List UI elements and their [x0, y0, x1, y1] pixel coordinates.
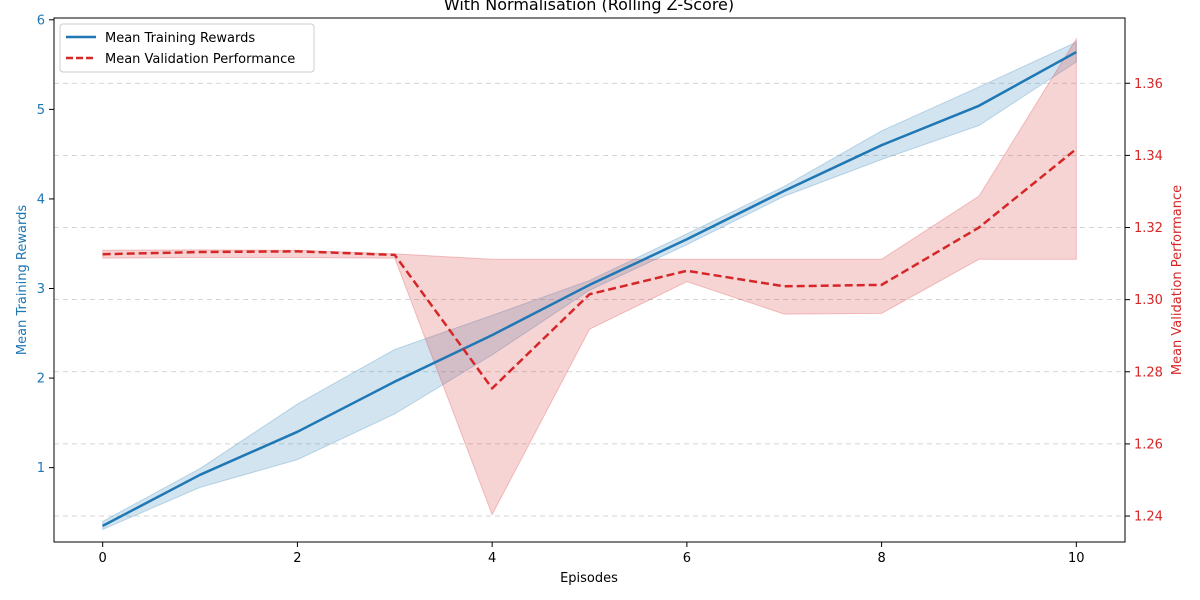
- grid-layer: [54, 82, 1125, 517]
- legend-box: [59, 23, 315, 73]
- y-left-tick-label-2: 3: [37, 282, 45, 297]
- legend: Mean Training Rewards Mean Validation Pe…: [59, 23, 315, 73]
- y-right-tick-label-0: 1.24: [1134, 510, 1163, 525]
- x-tick-label-1: 2: [293, 551, 301, 566]
- legend-label-validation: Mean Validation Performance: [105, 52, 295, 67]
- series-line-1: [102, 147, 1078, 390]
- series-line-0: [102, 50, 1077, 527]
- x-tick-label-4: 8: [877, 551, 885, 566]
- y-right-tick-label-2: 1.28: [1134, 365, 1163, 380]
- y-right-tick-label-5: 1.34: [1134, 149, 1163, 164]
- y-left-tick-label-5: 6: [37, 13, 45, 28]
- y-right-tick-label-1: 1.26: [1134, 437, 1163, 452]
- legend-label-training: Mean Training Rewards: [105, 31, 255, 46]
- y-axis-left-label: Mean Training Rewards: [15, 205, 30, 355]
- x-axis-label: Episodes: [560, 571, 618, 586]
- x-tick-label-5: 10: [1068, 551, 1085, 566]
- series-band-1: [102, 37, 1077, 516]
- y-left-tick-label-3: 4: [37, 192, 45, 207]
- y-right-tick-label-6: 1.36: [1134, 77, 1163, 92]
- y-right-tick-label-4: 1.32: [1134, 221, 1163, 236]
- y-left-tick-label-1: 2: [37, 372, 45, 387]
- y-left-tick-label-0: 1: [37, 461, 45, 476]
- plot-frame: [53, 17, 1126, 543]
- line-layer: [102, 50, 1078, 527]
- chart-title: With Normalisation (Rolling Z-Score): [444, 0, 734, 14]
- x-tick-label-0: 0: [99, 551, 107, 566]
- y-axis-right-label: Mean Validation Performance: [1170, 185, 1185, 375]
- tick-layer: 0 2 4 6 8 101234561.241.261.281.301.321.341.3…: [37, 13, 1163, 566]
- x-tick-label-2: 4: [488, 551, 496, 566]
- x-tick-label-3: 6: [683, 551, 691, 566]
- y-left-tick-label-4: 5: [37, 103, 45, 118]
- y-right-tick-label-3: 1.30: [1134, 293, 1163, 308]
